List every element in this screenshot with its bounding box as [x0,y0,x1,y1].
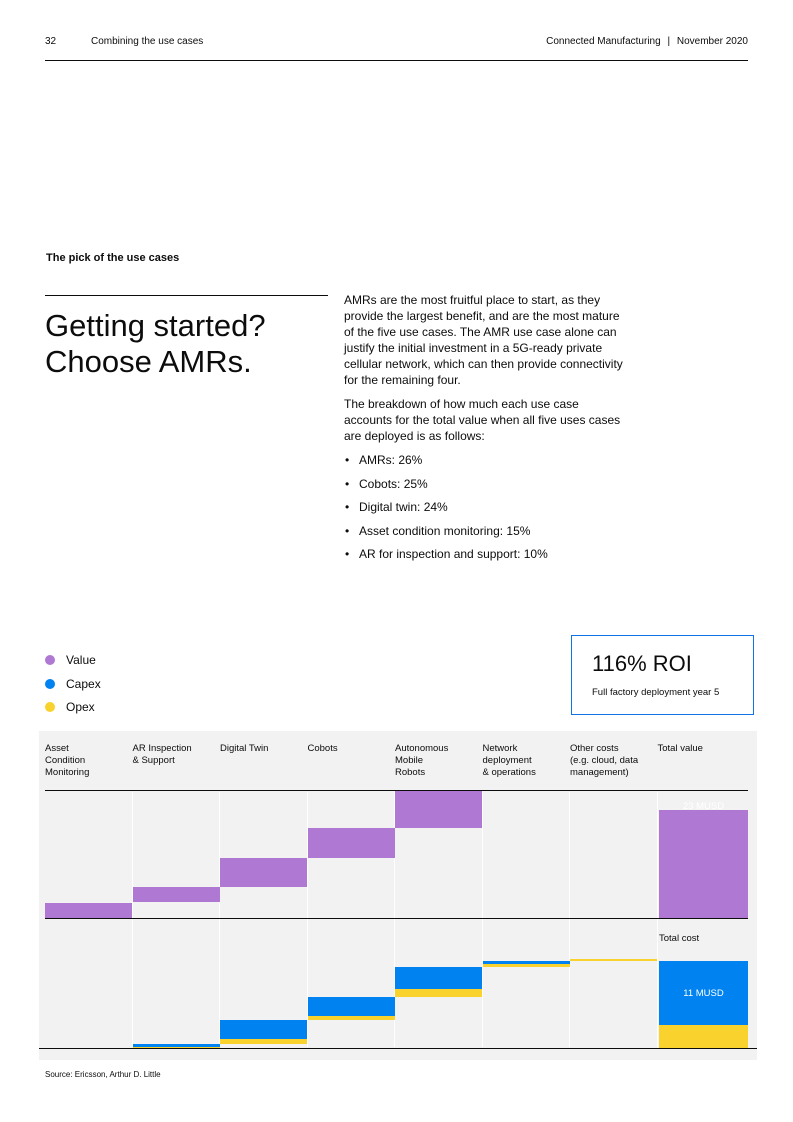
column-separator [394,792,395,1047]
column-label-line: Total value [657,743,703,754]
value-bar [132,887,220,903]
capex-bar [307,996,395,1017]
legend-dot-value [45,655,55,665]
column-label: Total value [658,743,740,755]
column-label-line: Mobile [395,755,423,766]
source-note: Source: Ericsson, Arthur D. Little [45,1070,161,1079]
opex-bar [395,988,482,997]
total-value-label: 23 MUSD [682,801,725,812]
column-label-line: Other costs [570,743,619,754]
list-item: Cobots: 25% [344,476,629,492]
legend-dot-opex [45,702,55,712]
column-label-line: & Support [132,755,175,766]
header-divider [45,60,748,61]
column-separator [656,792,658,1047]
column-label-line: & operations [482,767,536,778]
legend-dot-capex [45,679,55,689]
publication-title: Connected Manufacturing [546,36,661,47]
legend-label-value: Value [66,653,96,667]
legend-label-opex: Opex [66,700,95,714]
capex-bar [482,961,570,965]
cost-baseline [39,1048,757,1049]
column-label-line: Autonomous [395,743,449,754]
value-bar [307,828,395,858]
header-section-title: Combining the use cases [91,36,204,47]
total-cost-label: Total cost [659,933,700,944]
column-separator [219,792,220,1047]
body-paragraph-1: AMRs are the most fruitful place to star… [344,293,623,387]
list-item: AMRs: 26% [344,452,629,468]
value-baseline [45,918,748,919]
legend-value: Value [45,652,96,668]
column-label-line: Condition [45,755,86,766]
roi-caption: Full factory deployment year 5 [592,687,720,698]
opex-bar [570,958,657,961]
opex-bar [307,1016,395,1020]
column-separator [306,792,308,1047]
column-label: Cobots [308,743,390,755]
body-paragraph-2: The breakdown of how much each use case … [344,397,621,443]
column-label-line: (e.g. cloud, data [570,755,639,766]
roi-callout: 116% ROI Full factory deployment year 5 [571,635,754,715]
column-label-line: Robots [395,767,426,778]
column-label-line: Asset [45,743,69,754]
column-label-line: deployment [482,755,532,766]
header-publication: Connected Manufacturing | November 2020 [546,36,748,47]
list-item: Digital twin: 24% [344,499,629,515]
total-cost-value-label: 11 MUSD [683,988,724,999]
column-separator [131,792,133,1047]
column-label-line: Monitoring [45,767,90,778]
page-title: Getting started? Choose AMRs. [45,308,335,380]
column-separator [569,792,570,1047]
opex-bar [482,964,570,968]
column-label-line: AR Inspection [132,743,192,754]
capex-bar [395,967,482,989]
header-separator: | [667,36,671,47]
column-label-line: Digital Twin [220,743,269,754]
total-capex-bar [659,961,748,1025]
legend-opex: Opex [45,699,95,715]
total-opex-bar [659,1024,748,1048]
column-label: AR Inspection & Support [133,743,215,767]
opex-bar [220,1039,307,1045]
title-line-1: Getting started? [45,308,266,343]
title-line-2: Choose AMRs. [45,344,252,379]
capex-bar [132,1044,220,1048]
column-label: Autonomous Mobile Robots [395,743,477,779]
list-item: AR for inspection and support: 10% [344,546,629,562]
body-text: AMRs are the most fruitful place to star… [344,292,629,570]
page-number: 32 [45,36,57,47]
column-separator [481,792,483,1047]
section-label: The pick of the use cases [46,252,180,264]
column-label: Network deployment & operations [483,743,565,779]
value-bar [220,857,307,887]
legend-capex: Capex [45,676,101,692]
column-label-line: management) [570,767,629,778]
list-item: Asset condition monitoring: 15% [344,523,629,539]
value-bar [45,902,132,918]
capex-bar [220,1019,307,1040]
title-divider [45,295,328,296]
column-label: Asset Condition Monitoring [45,743,127,779]
value-bar [395,790,482,829]
column-label-line: Cobots [307,743,338,754]
column-label: Digital Twin [220,743,302,755]
roi-value: 116% ROI [592,651,692,676]
value-breakdown-list: AMRs: 26% Cobots: 25% Digital twin: 24% … [344,452,629,562]
column-label: Other costs (e.g. cloud, data management) [570,743,652,779]
legend-label-capex: Capex [66,677,101,691]
chart-header-rule [45,790,748,791]
column-label-line: Network [482,743,518,754]
total-value-bar [659,810,748,918]
publication-date: November 2020 [676,36,748,47]
